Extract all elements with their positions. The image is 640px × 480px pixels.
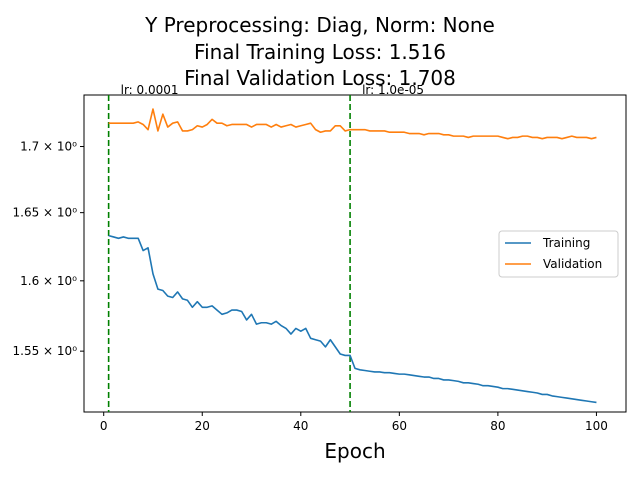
x-tick-label: 60 [392,419,407,433]
chart-title-line-2: Final Training Loss: 1.516 [194,40,446,64]
y-tick-label: 1.55 × 10⁰ [13,344,78,358]
x-tick-label: 20 [195,419,210,433]
x-axis-label: Epoch [324,439,386,463]
x-tick-label: 100 [585,419,608,433]
series-line-validation [108,108,597,140]
axes-frame [83,94,627,413]
lr-marker-label: lr: 1.0e-05 [362,83,424,97]
x-tick-label: 40 [293,419,308,433]
lr-marker-label: lr: 0.0001 [121,83,179,97]
chart-title-line-3: Final Validation Loss: 1.708 [184,66,456,90]
legend-label-validation: Validation [543,257,602,271]
x-tick-label: 0 [100,419,108,433]
y-tick-label: 1.7 × 10⁰ [20,140,77,154]
legend: Training Validation [498,230,619,278]
legend-label-training: Training [542,236,590,250]
series-line-training [108,234,597,404]
y-tick-label: 1.6 × 10⁰ [20,274,77,288]
chart-title-line-1: Y Preprocessing: Diag, Norm: None [145,13,495,37]
x-tick-label: 80 [490,419,505,433]
y-tick-label: 1.65 × 10⁰ [13,206,78,220]
